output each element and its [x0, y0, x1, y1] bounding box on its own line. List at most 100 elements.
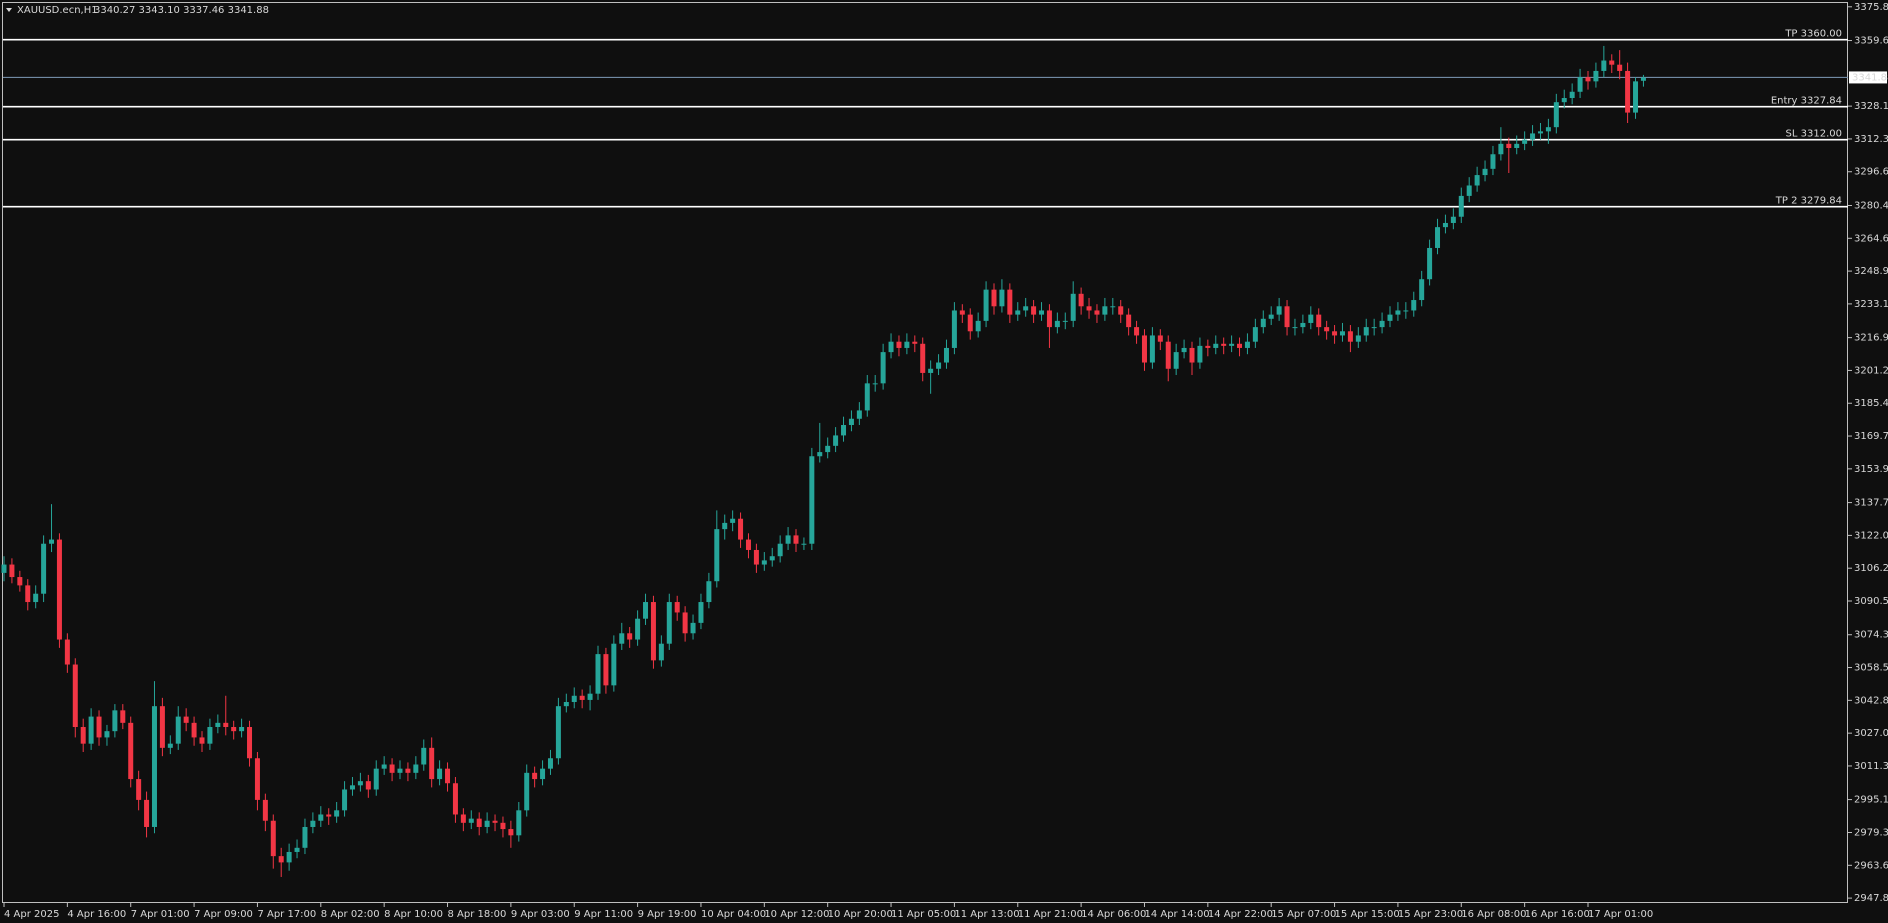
y-tick-label: 3328.10 — [1854, 101, 1888, 112]
candle-body — [231, 727, 237, 732]
candle-body — [658, 643, 664, 661]
candle-body — [452, 783, 458, 815]
x-tick-label: 8 Apr 10:00 — [384, 909, 443, 920]
candle-body — [1260, 318, 1266, 328]
candle-body — [1078, 293, 1084, 307]
candle-body — [650, 602, 656, 661]
ohlc-values: 3340.27 3343.10 3337.46 3341.88 — [94, 5, 269, 16]
candle-body — [381, 764, 387, 769]
candle-body — [104, 731, 110, 738]
price-label: 3341.88 — [1852, 72, 1888, 83]
x-tick-label: 4 Apr 2025 — [4, 909, 59, 920]
candle-body — [1007, 289, 1013, 315]
candle-body — [1062, 320, 1068, 322]
candle-body — [254, 758, 260, 800]
y-tick-label: 3074.30 — [1854, 630, 1888, 641]
candle-body — [928, 368, 934, 373]
candle-body — [1617, 64, 1623, 71]
candle-body — [1585, 77, 1591, 82]
candle-body — [373, 768, 379, 790]
x-tick-label: 10 Apr 04:00 — [701, 909, 766, 920]
candle-body — [1039, 310, 1045, 315]
candle-body — [96, 716, 102, 738]
candle-body — [175, 716, 181, 744]
candle-body — [80, 727, 86, 744]
x-tick-label: 16 Apr 16:00 — [1525, 909, 1590, 920]
candle-body — [809, 456, 815, 544]
y-tick-label: 2963.60 — [1854, 860, 1888, 871]
candle-body — [278, 856, 284, 863]
x-tick-label: 11 Apr 21:00 — [1018, 909, 1083, 920]
candle-body — [1640, 77, 1646, 81]
candle-body — [532, 772, 538, 780]
candle-body — [405, 768, 411, 773]
candle-body — [1435, 227, 1441, 248]
candle-body — [769, 556, 775, 561]
candle-body — [872, 383, 878, 385]
candle-body — [841, 425, 847, 436]
candle-body — [1094, 310, 1100, 315]
x-tick-label: 15 Apr 23:00 — [1398, 909, 1463, 920]
candle-body — [1268, 314, 1274, 319]
candle-body — [524, 772, 530, 811]
candle-body — [120, 710, 126, 723]
candle-body — [1514, 143, 1520, 149]
candle-body — [1466, 185, 1472, 196]
candle-body — [936, 362, 942, 369]
x-tick-label: 11 Apr 13:00 — [954, 909, 1019, 920]
x-tick-label: 9 Apr 19:00 — [638, 909, 697, 920]
candle-body — [1292, 327, 1298, 329]
candle-body — [1316, 314, 1322, 328]
candle-body — [1442, 222, 1448, 228]
candle-body — [714, 529, 720, 582]
x-tick-label: 7 Apr 17:00 — [257, 909, 316, 920]
candle-body — [33, 593, 39, 603]
candle-body — [920, 343, 926, 373]
candle-body — [674, 602, 680, 613]
candle-body — [666, 602, 672, 644]
candle-body — [144, 799, 150, 827]
candle-body — [1490, 154, 1496, 169]
candle-body — [1601, 60, 1607, 71]
y-tick-label: 3011.30 — [1854, 761, 1888, 772]
candle-body — [595, 654, 601, 694]
candle-body — [635, 618, 641, 640]
candle-body — [167, 743, 173, 748]
candle-body — [310, 820, 316, 827]
candle-body — [1181, 347, 1187, 353]
candle-body — [904, 341, 910, 348]
y-tick-label: 3090.50 — [1854, 596, 1888, 607]
candle-body — [603, 654, 609, 686]
y-tick-label: 3122.00 — [1854, 530, 1888, 541]
candle-body — [722, 522, 728, 530]
y-tick-label: 3058.55 — [1854, 663, 1888, 674]
candle-body — [1276, 306, 1282, 315]
candle-body — [1561, 98, 1567, 103]
candle-body — [1498, 143, 1504, 155]
candle-body — [207, 727, 213, 744]
candle-body — [17, 577, 23, 586]
collapse-icon[interactable] — [6, 8, 12, 12]
candle-body — [1458, 195, 1464, 217]
candle-body — [1403, 310, 1409, 312]
candle-body — [1244, 341, 1250, 348]
candle-body — [745, 539, 751, 550]
candle-body — [738, 518, 744, 540]
candle-body — [270, 820, 276, 857]
candle-body — [1411, 300, 1417, 311]
candle-body — [1339, 331, 1345, 336]
candle-body — [445, 768, 451, 784]
x-tick-label: 11 Apr 05:00 — [891, 909, 956, 920]
candle-body — [159, 706, 165, 748]
candle-body — [682, 612, 688, 634]
candle-body — [1086, 306, 1092, 311]
candle-body — [1625, 70, 1631, 113]
x-tick-label: 17 Apr 01:00 — [1588, 909, 1653, 920]
candle-body — [334, 810, 340, 817]
candle-body — [151, 706, 157, 827]
candle-body — [1189, 347, 1195, 363]
y-tick-label: 3233.15 — [1854, 299, 1888, 310]
candle-body — [698, 602, 704, 623]
